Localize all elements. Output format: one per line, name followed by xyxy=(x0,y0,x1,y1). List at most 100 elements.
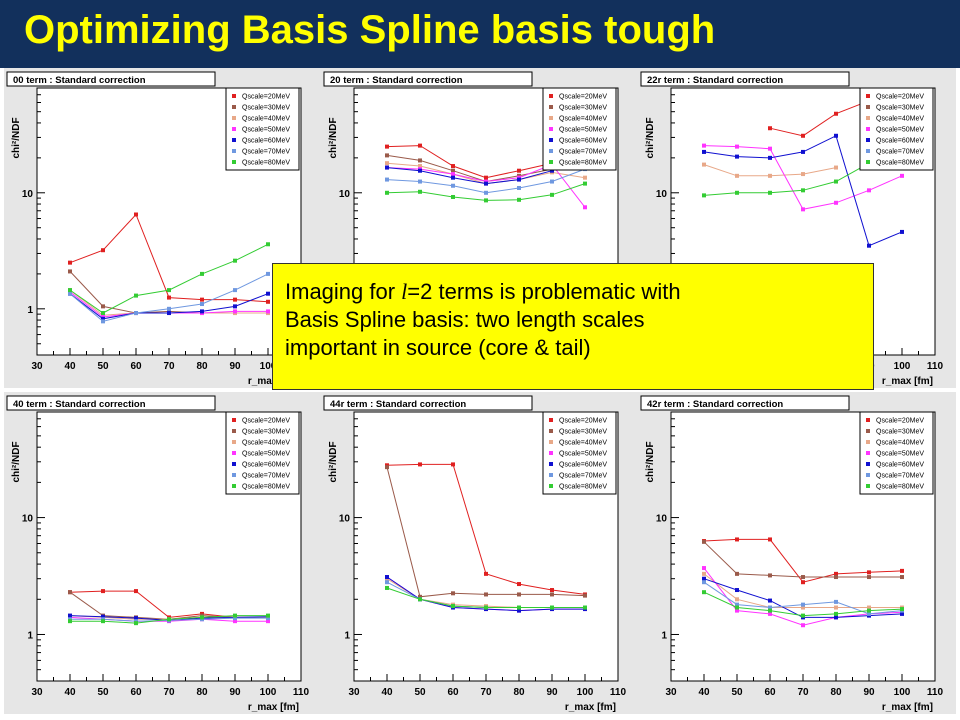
chart-title-box xyxy=(6,395,216,411)
legend-entry: Qscale=60MeV xyxy=(559,138,607,145)
data-point xyxy=(768,173,772,178)
legend-entry: Qscale=70MeV xyxy=(876,473,924,480)
data-point xyxy=(702,162,706,167)
y-tick-label: 10 xyxy=(339,514,351,525)
y-tick-label: 1 xyxy=(27,630,33,641)
data-point xyxy=(702,566,706,571)
legend-marker xyxy=(866,127,870,131)
y-axis-label: chi²/NDF xyxy=(645,117,656,158)
x-tick-label: 50 xyxy=(97,361,109,372)
x-tick-label: 40 xyxy=(64,687,76,698)
data-point xyxy=(550,179,554,184)
data-point xyxy=(233,288,237,293)
data-point xyxy=(550,605,554,610)
legend-entry: Qscale=50MeV xyxy=(559,127,607,134)
callout-line-1: Imaging for l=2 terms is problematic wit… xyxy=(285,278,861,306)
legend-box xyxy=(859,87,934,171)
data-point xyxy=(134,311,138,316)
data-point xyxy=(101,304,105,309)
series-group xyxy=(68,589,270,626)
legend-marker xyxy=(549,160,553,164)
data-point xyxy=(517,608,521,613)
legend-box xyxy=(225,87,300,171)
data-point xyxy=(200,615,204,620)
data-point xyxy=(834,575,838,580)
data-point xyxy=(900,568,904,573)
data-point xyxy=(385,161,389,166)
data-point xyxy=(484,605,488,610)
data-point xyxy=(550,168,554,173)
data-point xyxy=(702,149,706,154)
legend-entry: Qscale=30MeV xyxy=(559,105,607,112)
data-point xyxy=(233,297,237,302)
data-point xyxy=(451,164,455,169)
x-tick-label: 90 xyxy=(546,687,558,698)
legend-entry: Qscale=20MeV xyxy=(876,94,924,101)
callout-line-1-pre: Imaging for xyxy=(285,279,402,304)
legend-marker xyxy=(549,149,553,153)
legend-entry: Qscale=80MeV xyxy=(242,484,290,491)
data-point xyxy=(68,291,72,296)
data-point xyxy=(167,306,171,311)
data-point xyxy=(867,608,871,613)
data-point xyxy=(768,573,772,578)
legend-marker xyxy=(232,473,236,477)
data-point xyxy=(134,293,138,298)
data-point xyxy=(867,243,871,248)
data-point xyxy=(900,229,904,234)
legend-marker xyxy=(866,105,870,109)
data-point xyxy=(385,165,389,170)
x-tick-label: 70 xyxy=(480,687,492,698)
x-tick-label: 100 xyxy=(260,687,277,698)
legend-marker xyxy=(232,160,236,164)
legend-marker xyxy=(232,138,236,142)
chart-title-box xyxy=(640,395,850,411)
series-line xyxy=(703,162,870,196)
data-point xyxy=(834,571,838,576)
x-axis-label: r_max [fm] xyxy=(565,702,616,713)
data-point xyxy=(266,291,270,296)
data-point xyxy=(517,168,521,173)
data-point xyxy=(834,133,838,138)
legend-marker xyxy=(549,138,553,142)
data-point xyxy=(702,580,706,585)
callout-line-3: important in source (core & tail) xyxy=(285,335,591,360)
series-line xyxy=(386,154,553,183)
x-axis-label: r_max [fm] xyxy=(882,376,933,387)
legend-entry: Qscale=80MeV xyxy=(242,160,290,167)
data-point xyxy=(834,179,838,184)
legend-marker xyxy=(866,149,870,153)
legend-marker xyxy=(549,94,553,98)
data-point xyxy=(101,316,105,321)
data-point xyxy=(583,593,587,598)
legend-entry: Qscale=60MeV xyxy=(242,138,290,145)
data-point xyxy=(451,604,455,609)
x-tick-label: 30 xyxy=(31,687,43,698)
legend-entry: Qscale=50MeV xyxy=(559,451,607,458)
legend-entry: Qscale=30MeV xyxy=(242,105,290,112)
legend-entry: Qscale=60MeV xyxy=(242,462,290,469)
legend-entry: Qscale=30MeV xyxy=(242,429,290,436)
data-point xyxy=(200,302,204,307)
data-point xyxy=(801,602,805,607)
data-point xyxy=(900,173,904,178)
data-point xyxy=(900,607,904,612)
legend-marker xyxy=(866,462,870,466)
x-tick-label: 100 xyxy=(894,361,911,372)
x-tick-label: 80 xyxy=(830,687,842,698)
y-tick-label: 10 xyxy=(656,189,668,200)
data-point xyxy=(735,537,739,542)
chart-title: 42r term : Standard correction xyxy=(647,399,783,410)
data-point xyxy=(68,269,72,274)
data-point xyxy=(484,190,488,195)
data-point xyxy=(484,198,488,203)
chart-42r-term: 42r term : Standard correction 30 40 50 60 70… xyxy=(640,395,944,713)
data-point xyxy=(385,575,389,580)
legend-marker xyxy=(232,429,236,433)
data-point xyxy=(801,575,805,580)
x-tick-label: 80 xyxy=(196,687,208,698)
callout-line-1-post: =2 terms is problematic with xyxy=(407,279,681,304)
data-point xyxy=(768,155,772,160)
legend-marker xyxy=(549,429,553,433)
legend-entry: Qscale=20MeV xyxy=(242,418,290,425)
